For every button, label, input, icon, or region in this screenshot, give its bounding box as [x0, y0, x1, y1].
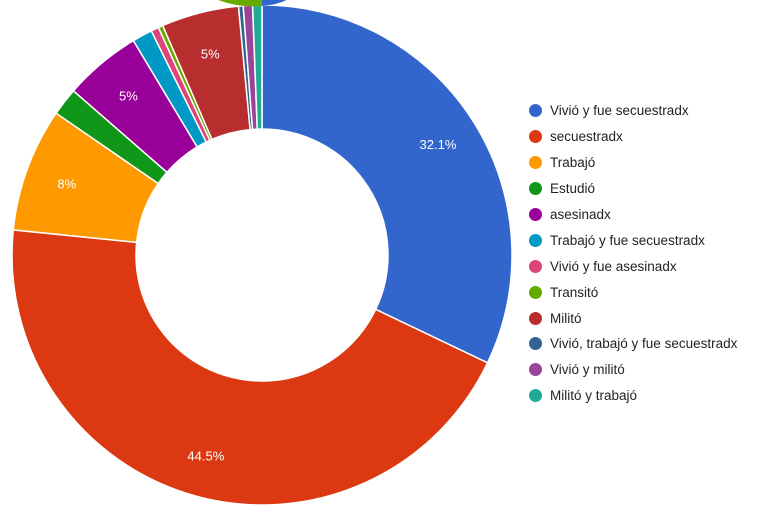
legend-item-milito[interactable]: Militó [529, 305, 737, 331]
slice-label-milito: 5% [201, 47, 220, 62]
slice-label-trabajo: 8% [57, 176, 76, 191]
legend-swatch [529, 389, 542, 403]
legend-item-milito-y-trabajo[interactable]: Militó y trabajó [529, 383, 737, 409]
legend-label: Trabajó [550, 155, 596, 171]
legend-label: secuestradx [550, 129, 623, 145]
legend-item-asesinadx[interactable]: asesinadx [529, 202, 737, 228]
legend-swatch [529, 259, 542, 273]
slice-labels: 32.1% 44.5% 8% 5% 5% [57, 47, 456, 464]
legend-label: asesinadx [550, 207, 611, 222]
slice-secuestradx[interactable] [11, 229, 489, 506]
legend-item-vivio-y-fue-secuestradx[interactable]: Vivió y fue secuestradx [529, 98, 737, 124]
slice-label-secuestradx: 44.5% [187, 448, 224, 463]
legend-item-vivio-y-fue-asesinadx[interactable]: Vivió y fue asesinadx [529, 253, 737, 279]
legend-swatch [529, 285, 542, 299]
legend-item-estudio[interactable]: Estudió [529, 176, 737, 202]
adjacent-chart-fragment [218, 0, 287, 7]
legend-swatch [529, 156, 542, 170]
legend-swatch [529, 311, 542, 325]
legend-label: Vivió y fue asesinadx [550, 258, 677, 274]
legend-item-vivio-trabajo-y-fue-secuestradx[interactable]: Vivió, trabajó y fue secuestradx [529, 331, 737, 357]
slice-label-asesinadx: 5% [119, 89, 138, 104]
legend-label: Transitó [550, 284, 599, 300]
legend-label: Militó y trabajó [550, 388, 638, 404]
legend-item-vivio-y-milito[interactable]: Vivió y militó [529, 357, 737, 383]
slice-label-vivio-y-fue-secuestradx: 32.1% [420, 137, 457, 152]
legend-label: Vivió y militó [550, 362, 625, 378]
legend-label: Vivió, trabajó y fue secuestradx [550, 336, 738, 352]
legend-swatch [529, 208, 542, 221]
legend-item-trabajo-y-fue-secuestradx[interactable]: Trabajó y fue secuestradx [529, 227, 737, 253]
legend-swatch [529, 337, 542, 351]
legend-item-secuestradx[interactable]: secuestradx [529, 124, 737, 150]
legend-label: Trabajó y fue secuestradx [550, 232, 705, 248]
legend-swatch [529, 233, 542, 247]
legend-swatch [529, 363, 542, 377]
legend-swatch [529, 182, 542, 196]
donut-slices [11, 4, 513, 506]
slice-vivio-y-fue-secuestradx[interactable] [261, 4, 513, 364]
legend-item-transito[interactable]: Transitó [529, 279, 737, 305]
legend-label: Vivió y fue secuestradx [550, 103, 689, 119]
legend-label: Militó [550, 310, 582, 326]
legend-item-trabajo[interactable]: Trabajó [529, 150, 737, 176]
chart-legend: Vivió y fue secuestradx secuestradx Trabaj… [529, 98, 737, 409]
legend-swatch [529, 104, 542, 118]
legend-swatch [529, 130, 542, 144]
legend-label: Estudió [550, 181, 596, 197]
